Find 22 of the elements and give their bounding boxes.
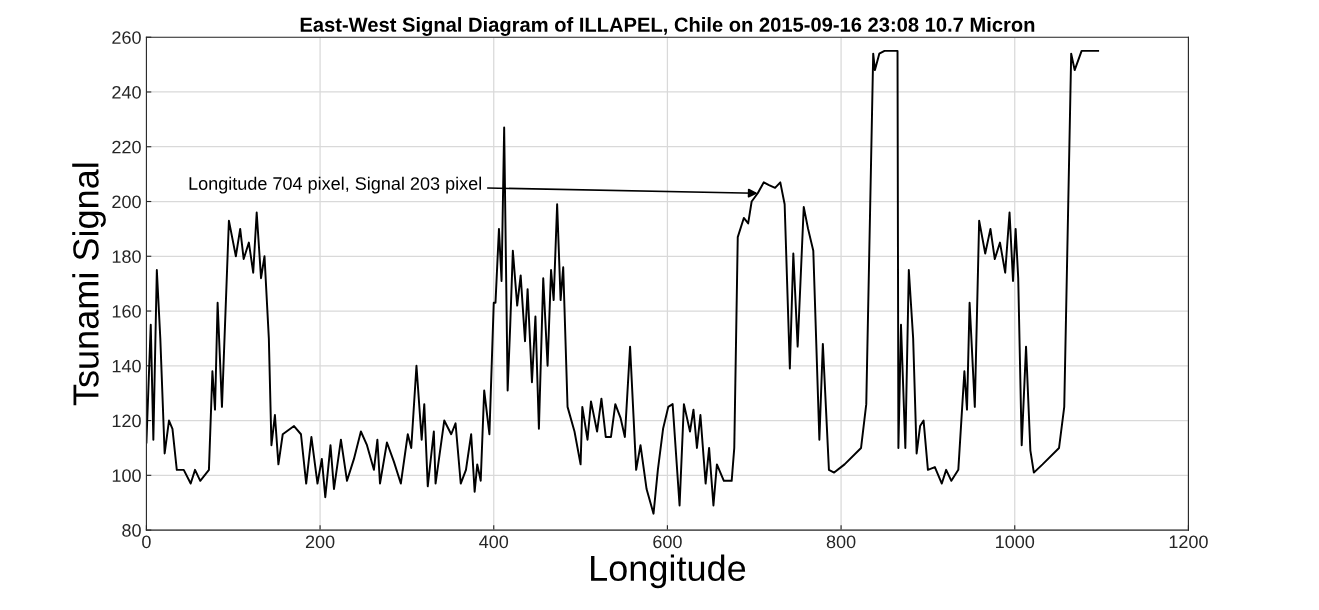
y-tick-label: 260 [112,31,141,44]
x-axis-title: Longitude [591,554,746,589]
y-tick-label: 240 [112,85,141,99]
y-tick-label: 80 [122,524,141,537]
y-tick-label: 200 [112,195,141,209]
chart-title: East-West Signal Diagram of ILLAPEL, Chile on 2015-09-16 23:08 10.7 Micron [300,17,1035,36]
y-tick-label: 180 [112,250,141,263]
y-tick-label: 140 [112,359,141,373]
x-tick-label: 1000 [996,535,1035,549]
x-tick-label: 600 [653,535,682,549]
x-tick-label: 400 [479,535,509,549]
y-tick-label: 160 [112,304,141,318]
x-tick-label: 200 [305,535,335,549]
x-tick-label: 0 [142,535,151,549]
y-tick-label: 120 [112,414,141,428]
y-tick-label: 220 [112,140,141,154]
annotation: Longitude 704 pixel, Signal 203 pixel [189,176,482,194]
y-axis-title: Tsunami Signal [72,163,106,406]
x-tick-label: 1200 [1169,535,1208,549]
x-tick-label: 800 [826,535,856,549]
line-series [146,49,1100,515]
y-tick-label: 100 [112,469,141,483]
